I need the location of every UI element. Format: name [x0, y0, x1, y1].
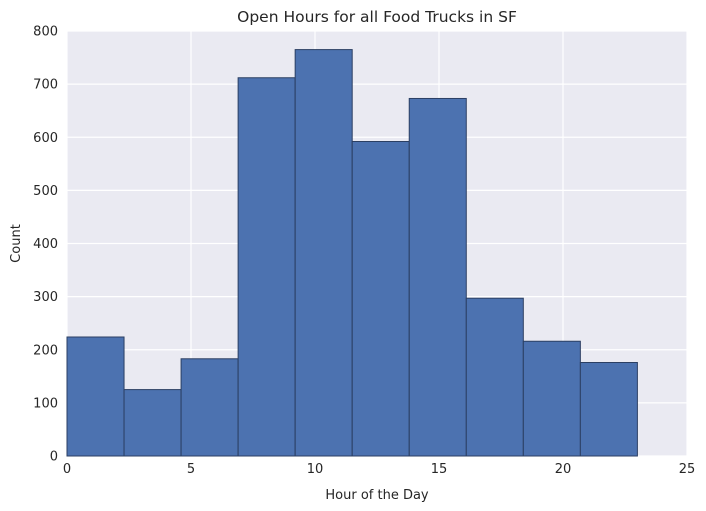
y-tick-label: 300 — [33, 290, 58, 305]
y-tick-label: 600 — [33, 131, 58, 146]
histogram-bar — [408, 97, 467, 457]
histogram-bar — [123, 389, 182, 457]
x-tick-label: 0 — [63, 462, 71, 477]
x-tick-label: 20 — [555, 462, 572, 477]
x-tick-label: 10 — [307, 462, 324, 477]
histogram-bar — [522, 340, 581, 457]
x-tick-label: 25 — [679, 462, 696, 477]
x-axis-label: Hour of the Day — [325, 488, 429, 503]
y-tick-label: 200 — [33, 343, 58, 358]
bars — [66, 49, 638, 457]
histogram-bar — [351, 141, 410, 457]
chart-title: Open Hours for all Food Trucks in SF — [237, 8, 517, 26]
x-tick-label: 5 — [187, 462, 195, 477]
y-tick-label: 100 — [33, 396, 58, 411]
histogram-bar — [180, 358, 239, 457]
y-tick-label: 800 — [33, 25, 58, 40]
y-axis-label: Count — [9, 224, 24, 263]
y-axis-ticks: 0 100 200 300 400 500 600 700 800 — [33, 25, 58, 465]
histogram-bar — [465, 297, 524, 457]
histogram-bar — [237, 77, 296, 457]
histogram-bar — [66, 336, 125, 457]
y-tick-label: 400 — [33, 237, 58, 252]
x-axis-ticks: 0 5 10 15 20 25 — [63, 462, 695, 477]
y-tick-label: 500 — [33, 184, 58, 199]
y-tick-label: 700 — [33, 78, 58, 93]
histogram-bar — [579, 362, 638, 457]
histogram-bar — [294, 49, 353, 457]
x-tick-label: 15 — [431, 462, 448, 477]
y-tick-label: 0 — [50, 450, 58, 465]
